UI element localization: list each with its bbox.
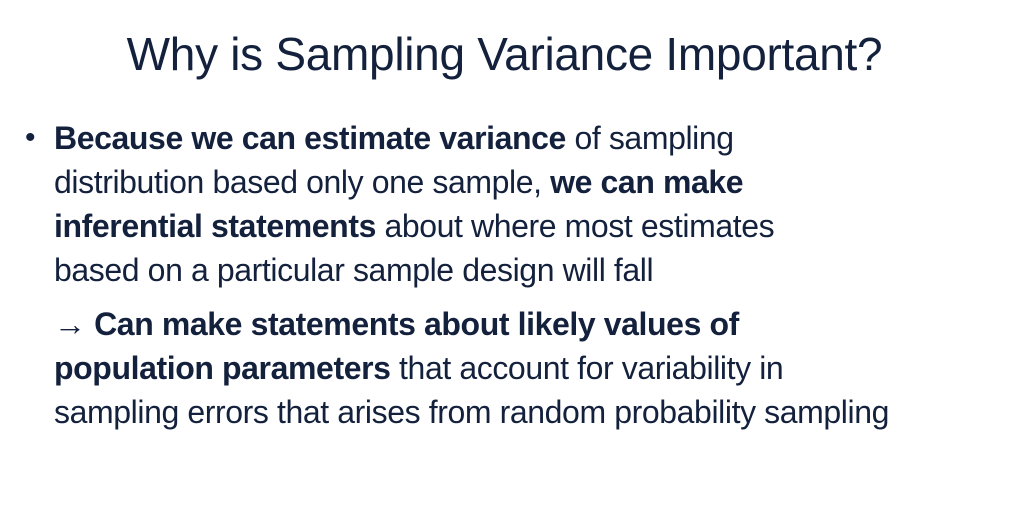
body-line: Because we can estimate variance of samp… (54, 116, 734, 160)
body-line: → Can make statements about likely value… (54, 302, 739, 346)
body-text: sampling errors that arises from random … (54, 394, 890, 430)
body-line: based on a particular sample design will… (54, 248, 654, 292)
bold-text: we can make (550, 164, 744, 200)
body-text: about where most estimates (375, 208, 775, 244)
body-line: sampling errors that arises from random … (54, 390, 889, 434)
body-line: distribution based only one sample, we c… (54, 160, 744, 204)
body-line: inferential statements about where most … (54, 204, 775, 248)
bold-text: population parameters (54, 350, 391, 386)
body-line: population parameters that account for v… (54, 346, 784, 390)
body-text: → (54, 306, 95, 342)
slide-title: Why is Sampling Variance Important? (126, 28, 883, 80)
bold-text: Because we can estimate variance (54, 120, 566, 156)
body-text: that account for variability in (390, 350, 784, 386)
body-text: based on a particular sample design will… (54, 252, 654, 288)
bullet-icon: • (25, 121, 36, 154)
bold-text: inferential statements (54, 208, 376, 244)
bold-text: Can make statements about likely values … (94, 306, 739, 342)
body-text: distribution based only one sample, (54, 164, 551, 200)
body-text: of sampling (565, 120, 734, 156)
